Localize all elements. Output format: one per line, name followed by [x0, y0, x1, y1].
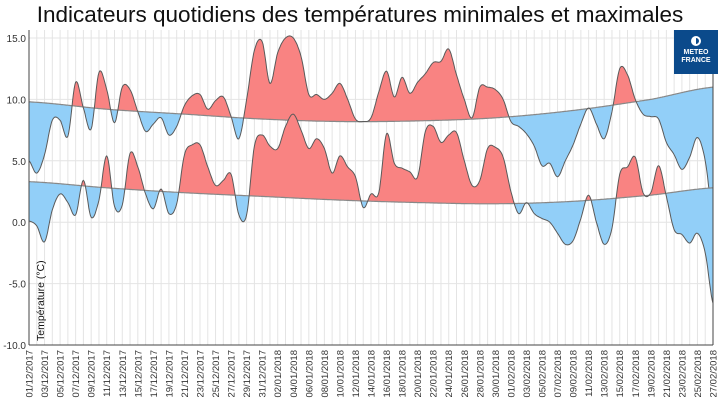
- tmax-below-normal-area: [29, 87, 713, 218]
- x-tick-label: 05/02/2018: [538, 350, 549, 398]
- x-tick-label: 12/01/2018: [351, 350, 362, 398]
- x-tick-label: 15/12/2017: [133, 350, 144, 398]
- x-tick-label: 01/02/2018: [506, 350, 517, 398]
- x-tick-label: 04/01/2018: [289, 350, 300, 398]
- x-tick-label: 29/12/2017: [242, 350, 253, 398]
- tmax-line: [28, 35, 714, 218]
- x-tick-label: 10/01/2018: [335, 350, 346, 398]
- x-tick-label: 21/02/2018: [662, 350, 673, 398]
- x-tick-label: 09/12/2017: [87, 350, 98, 398]
- x-tick-label: 14/01/2018: [367, 350, 378, 398]
- x-tick-label: 01/12/2017: [25, 350, 36, 398]
- x-tick-label: 27/12/2017: [227, 350, 238, 398]
- x-tick-label: 23/12/2017: [196, 350, 207, 398]
- x-tick-label: 30/01/2018: [491, 350, 502, 398]
- x-tick-label: 23/02/2018: [677, 350, 688, 398]
- x-tick-label: 17/02/2018: [631, 350, 642, 398]
- x-tick-label: 17/12/2017: [149, 350, 160, 398]
- x-tick-label: 09/02/2018: [569, 350, 580, 398]
- x-tick-label: 21/12/2017: [180, 350, 191, 398]
- x-tick-label: 31/12/2017: [258, 350, 269, 398]
- x-tick-label: 18/01/2018: [398, 350, 409, 398]
- x-tick-label: 19/12/2017: [164, 350, 175, 398]
- x-tick-label: 08/01/2018: [320, 350, 331, 398]
- x-tick-label: 20/01/2018: [413, 350, 424, 398]
- x-tick-label: 11/02/2018: [584, 350, 595, 397]
- x-tick-label: 24/01/2018: [444, 350, 455, 398]
- tmin-above-normal-area: [29, 114, 713, 204]
- x-tick-label: 15/02/2018: [615, 350, 626, 398]
- x-tick-label: 03/12/2017: [40, 350, 51, 398]
- y-tick-label: 15.0: [7, 34, 27, 45]
- tmin-normal-line: [29, 181, 714, 205]
- x-tick-label: 07/02/2018: [553, 350, 564, 398]
- meteo-france-logo: METEO FRANCE: [674, 30, 718, 74]
- chart-title: Indicateurs quotidiens des températures …: [36, 2, 684, 27]
- x-tick-label: 05/12/2017: [56, 350, 67, 398]
- y-tick-label: 0.0: [12, 218, 26, 229]
- x-tick-label: 22/01/2018: [429, 350, 440, 398]
- tmax-above-normal-area: [29, 35, 713, 122]
- x-tick-label: 07/12/2017: [71, 350, 82, 398]
- y-tick-label: -5.0: [9, 280, 27, 291]
- x-tick-label: 25/02/2018: [693, 350, 704, 398]
- y-tick-label: 10.0: [7, 95, 27, 106]
- x-tick-label: 26/01/2018: [460, 350, 471, 398]
- x-tick-label: 02/01/2018: [273, 350, 284, 398]
- y-tick-label: 5.0: [12, 157, 26, 168]
- x-tick-label: 19/02/2018: [646, 350, 657, 398]
- y-tick-label: -10.0: [3, 341, 26, 352]
- tmin-below-normal-area: [29, 181, 713, 304]
- logo-icon: [691, 36, 701, 46]
- x-tick-label: 16/01/2018: [382, 350, 393, 398]
- tmin-line: [28, 113, 714, 304]
- x-tick-label: 27/02/2018: [709, 350, 720, 398]
- x-tick-label: 25/12/2017: [211, 350, 222, 398]
- y-axis-label: Température (°C): [35, 260, 47, 341]
- x-tick-label: 03/02/2018: [522, 350, 533, 398]
- x-tick-label: 13/02/2018: [600, 350, 611, 398]
- x-tick-label: 13/12/2017: [118, 350, 129, 398]
- x-tick-label: 06/01/2018: [304, 350, 315, 398]
- tmax-normal-line: [29, 86, 714, 123]
- x-tick-label: 11/12/2017: [102, 350, 113, 397]
- x-tick-label: 28/01/2018: [475, 350, 486, 398]
